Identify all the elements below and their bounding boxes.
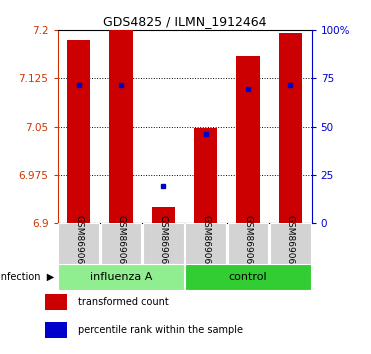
Bar [109,30,133,223]
Bar [58,264,184,290]
Bar [67,40,90,223]
Text: infection  ▶: infection ▶ [0,272,54,282]
Bar [228,223,269,264]
Bar [194,129,217,223]
Bar [58,223,99,264]
Text: control: control [229,272,267,282]
Text: GSM869065: GSM869065 [74,215,83,270]
Bar [45,322,67,338]
Text: GSM869069: GSM869069 [159,215,168,270]
Text: GSM869064: GSM869064 [201,215,210,270]
Bar [45,294,67,310]
Bar [279,33,302,223]
Bar [152,207,175,223]
Bar [186,223,226,264]
Text: GSM869067: GSM869067 [116,215,125,270]
Text: GSM869068: GSM869068 [286,215,295,270]
Bar [143,223,184,264]
Title: GDS4825 / ILMN_1912464: GDS4825 / ILMN_1912464 [103,15,266,28]
Text: GSM869066: GSM869066 [244,215,253,270]
Bar [186,264,311,290]
Bar [101,223,141,264]
Text: transformed count: transformed count [78,297,169,307]
Bar [236,56,260,223]
Text: percentile rank within the sample: percentile rank within the sample [78,325,243,335]
Bar [270,223,311,264]
Text: influenza A: influenza A [90,272,152,282]
